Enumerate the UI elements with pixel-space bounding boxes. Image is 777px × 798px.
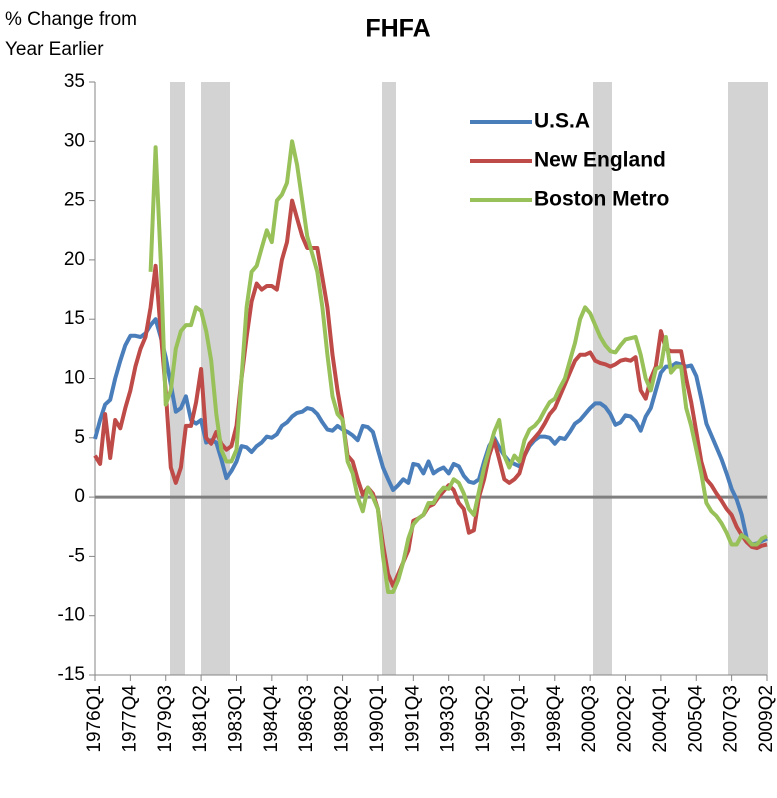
legend-label: New England [534, 149, 666, 172]
recession-band [201, 82, 230, 675]
legend-label: U.S.A [534, 110, 590, 133]
x-tick-label: 1983Q1 [225, 685, 246, 753]
x-tick-label: 2005Q4 [685, 685, 706, 753]
legend-label: Boston Metro [534, 188, 669, 211]
y-tick-label: -10 [58, 605, 85, 626]
x-tick-label: 2000Q3 [579, 685, 600, 753]
series-line [93, 198, 768, 588]
y-tick-label: 30 [64, 130, 85, 151]
y-axis-label: % Change from [5, 9, 137, 30]
y-tick-label: 35 [64, 71, 85, 92]
recession-band [593, 82, 612, 675]
x-tick-label: 2007Q3 [721, 685, 742, 753]
recession-bands [170, 82, 768, 675]
x-tick-label: 2009Q2 [756, 685, 777, 753]
series-line [93, 317, 768, 547]
x-tick-label: 1998Q4 [544, 685, 565, 753]
x-tick-label: 1984Q4 [261, 685, 282, 753]
y-tick-label: 0 [74, 486, 85, 507]
recession-band [170, 82, 185, 675]
x-tick-label: 1977Q4 [119, 685, 140, 753]
x-tick-label: 1990Q1 [367, 685, 388, 753]
x-tick-label: 1988Q2 [332, 685, 353, 753]
x-tick-label: 1991Q4 [402, 685, 423, 753]
y-tick-label: 10 [64, 368, 85, 389]
series-line [148, 139, 768, 594]
chart-title: FHFA [365, 15, 430, 43]
x-tick-label: 2004Q1 [650, 685, 671, 753]
recession-band [382, 82, 396, 675]
x-tick-label: 1986Q3 [296, 685, 317, 753]
x-tick-label: 1979Q3 [155, 685, 176, 753]
y-tick-label: -15 [58, 664, 85, 685]
x-tick-label: 1995Q2 [473, 685, 494, 753]
recession-band [728, 82, 768, 675]
y-tick-label: 15 [64, 308, 85, 329]
x-tick-label: 1997Q1 [508, 685, 529, 753]
y-tick-label: 25 [64, 190, 85, 211]
y-tick-label: 20 [64, 249, 85, 270]
x-tick-label: 1981Q2 [190, 685, 211, 753]
y-axis-label: Year Earlier [5, 39, 104, 60]
y-tick-label: 5 [74, 427, 85, 448]
x-tick-label: 2002Q2 [615, 685, 636, 753]
y-tick-label: -5 [68, 545, 85, 566]
x-tick-label: 1993Q3 [438, 685, 459, 753]
x-tick-label: 1976Q1 [84, 685, 105, 753]
